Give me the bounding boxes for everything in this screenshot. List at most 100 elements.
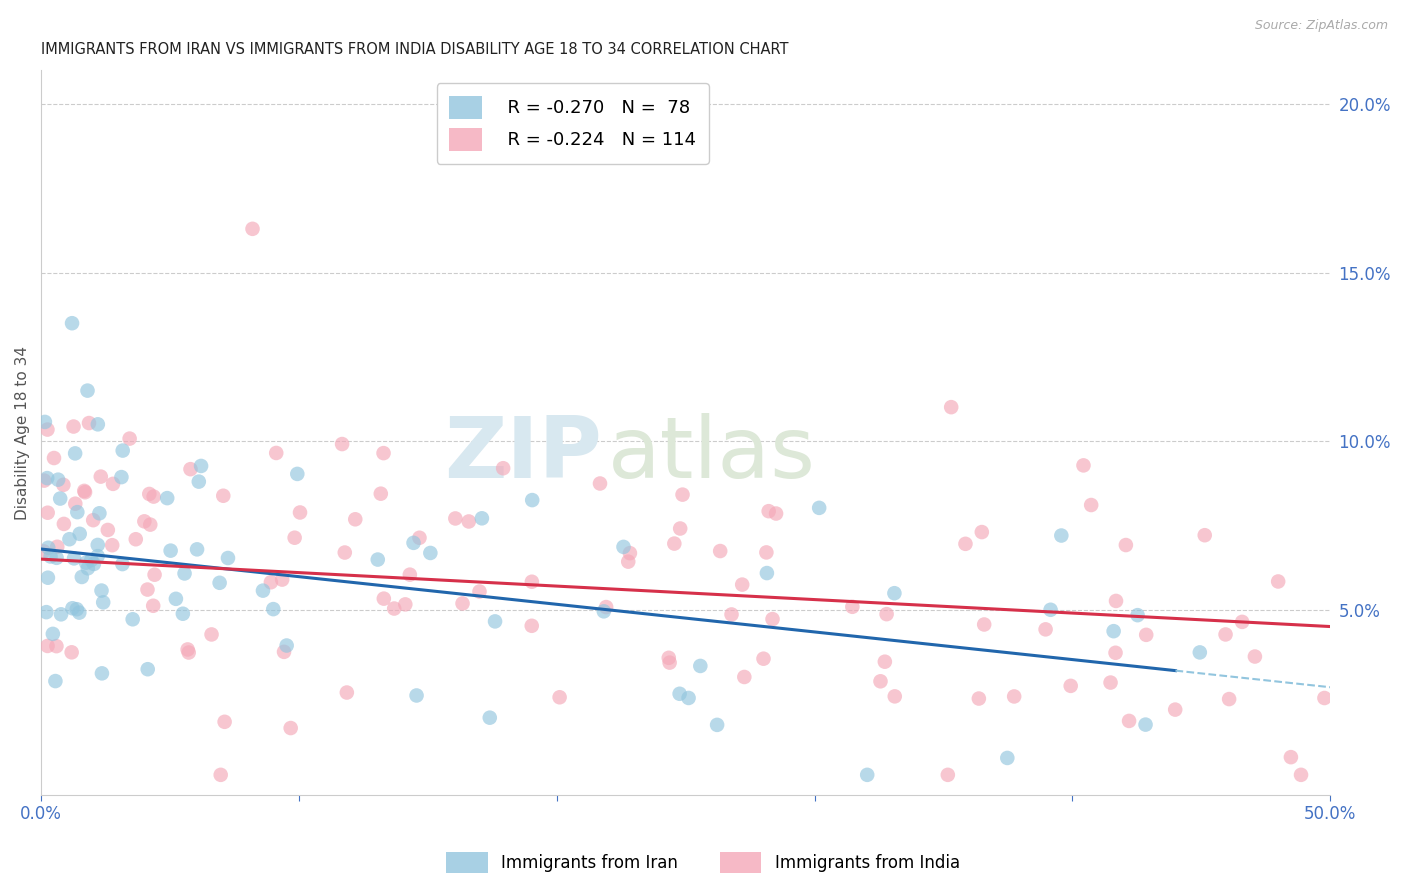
Point	[73, 485, 96, 500]
Point	[1126, 608, 1149, 623]
Point	[755, 545, 778, 559]
Point	[37, 571, 59, 585]
Point	[1188, 645, 1211, 659]
Point	[370, 486, 392, 500]
Point	[330, 437, 353, 451]
Point	[755, 566, 778, 580]
Point	[200, 627, 222, 641]
Point	[444, 511, 467, 525]
Point	[288, 506, 311, 520]
Point	[471, 511, 494, 525]
Point	[89, 506, 111, 520]
Point	[70, 570, 93, 584]
Point	[1039, 603, 1062, 617]
Point	[60, 645, 83, 659]
Point	[1279, 750, 1302, 764]
Point	[217, 551, 239, 566]
Point	[478, 711, 501, 725]
Point	[37, 639, 59, 653]
Point	[669, 522, 692, 536]
Point	[1102, 624, 1125, 639]
Point	[262, 602, 284, 616]
Point	[45, 639, 67, 653]
Point	[1313, 691, 1336, 706]
Point	[1105, 594, 1128, 608]
Point	[761, 612, 783, 626]
Point	[76, 561, 98, 575]
Point	[214, 714, 236, 729]
Point	[970, 524, 993, 539]
Point	[973, 617, 995, 632]
Text: ZIP: ZIP	[444, 413, 602, 496]
Point	[179, 462, 201, 476]
Point	[720, 607, 742, 622]
Point	[49, 607, 72, 622]
Point	[689, 659, 711, 673]
Point	[32, 474, 55, 488]
Point	[111, 443, 134, 458]
Point	[405, 689, 427, 703]
Point	[77, 416, 100, 430]
Point	[394, 598, 416, 612]
Point	[671, 488, 693, 502]
Point	[876, 607, 898, 621]
Point	[136, 662, 159, 676]
Point	[176, 642, 198, 657]
Point	[110, 470, 132, 484]
Point	[34, 415, 56, 429]
Point	[457, 515, 479, 529]
Point	[520, 574, 543, 589]
Point	[1244, 649, 1267, 664]
Point	[186, 542, 208, 557]
Point	[758, 504, 780, 518]
Point	[138, 487, 160, 501]
Point	[382, 601, 405, 615]
Point	[90, 666, 112, 681]
Text: IMMIGRANTS FROM IRAN VS IMMIGRANTS FROM INDIA DISABILITY AGE 18 TO 34 CORRELATIO: IMMIGRANTS FROM IRAN VS IMMIGRANTS FROM …	[41, 42, 789, 57]
Point	[187, 475, 209, 489]
Point	[65, 497, 87, 511]
Point	[658, 650, 681, 665]
Point	[595, 600, 617, 615]
Point	[190, 458, 212, 473]
Point	[367, 552, 389, 566]
Point	[101, 476, 124, 491]
Point	[1194, 528, 1216, 542]
Point	[260, 575, 283, 590]
Text: Source: ZipAtlas.com: Source: ZipAtlas.com	[1254, 19, 1388, 32]
Point	[658, 656, 681, 670]
Point	[402, 536, 425, 550]
Point	[66, 505, 89, 519]
Point	[87, 538, 110, 552]
Point	[548, 690, 571, 705]
Point	[1060, 679, 1083, 693]
Point	[101, 538, 124, 552]
Point	[60, 316, 83, 330]
Point	[522, 493, 544, 508]
Point	[869, 674, 891, 689]
Point	[73, 483, 96, 498]
Y-axis label: Disability Age 18 to 34: Disability Age 18 to 34	[15, 346, 30, 520]
Point	[264, 446, 287, 460]
Point	[752, 651, 775, 665]
Point	[46, 473, 69, 487]
Point	[808, 500, 831, 515]
Point	[1035, 623, 1057, 637]
Point	[52, 516, 75, 531]
Point	[1050, 528, 1073, 542]
Point	[1118, 714, 1140, 728]
Point	[1073, 458, 1095, 473]
Point	[336, 685, 359, 699]
Point	[83, 557, 105, 571]
Point	[142, 599, 165, 613]
Point	[280, 721, 302, 735]
Point	[373, 591, 395, 606]
Point	[619, 546, 641, 560]
Point	[1099, 675, 1122, 690]
Point	[1002, 690, 1025, 704]
Point	[995, 751, 1018, 765]
Point	[408, 531, 430, 545]
Point	[1115, 538, 1137, 552]
Point	[284, 531, 307, 545]
Point	[1230, 615, 1253, 629]
